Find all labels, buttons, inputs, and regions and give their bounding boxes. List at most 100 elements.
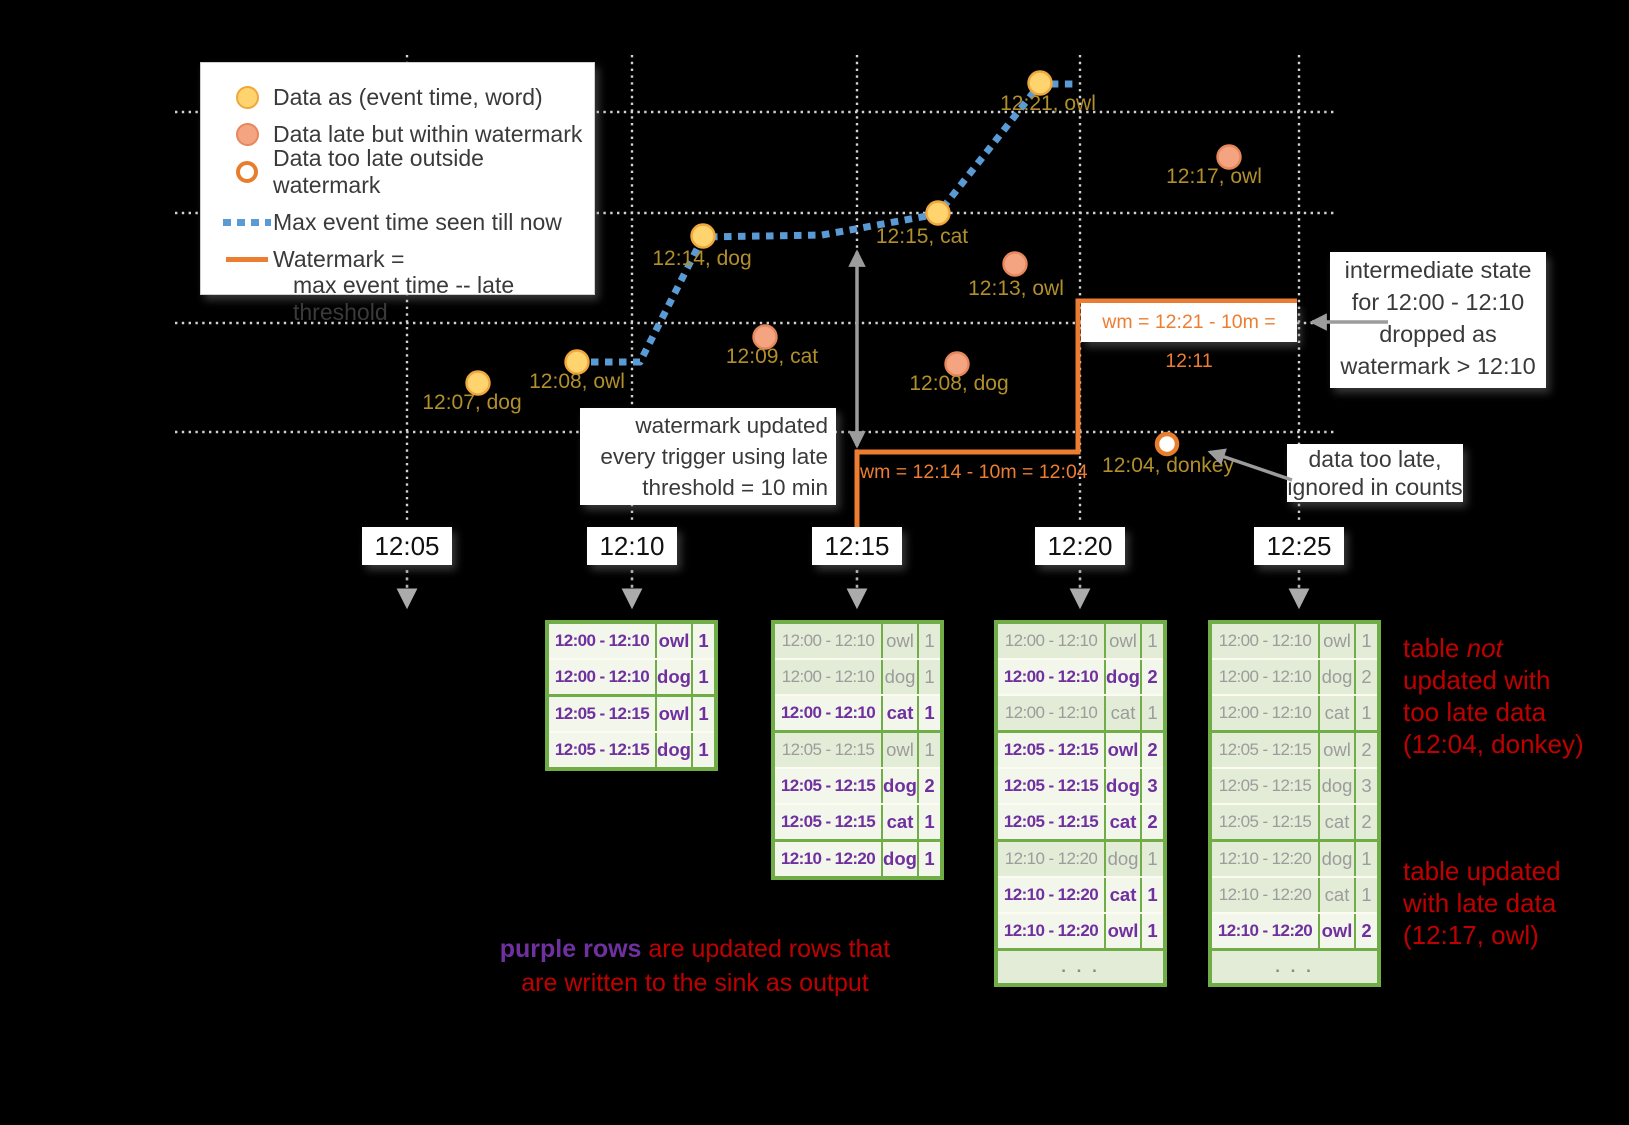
table-row: 12:05 - 12:15 owl 1 <box>775 730 940 767</box>
table-row: 12:00 - 12:10 owl 1 <box>998 624 1163 658</box>
window-cell: 12:00 - 12:10 <box>775 624 881 658</box>
count-cell: 3 <box>1354 769 1377 803</box>
data-point-label: 12:17, owl <box>1166 165 1262 188</box>
count-cell: 2 <box>1354 805 1377 839</box>
window-cell: 12:00 - 12:10 <box>549 624 655 658</box>
count-cell: 1 <box>1140 842 1163 876</box>
legend-item: Data late but within watermark <box>221 116 594 153</box>
legend-item: Data too late outside watermark <box>221 145 594 198</box>
table-row: 12:10 - 12:20 owl 1 <box>998 912 1163 948</box>
table-row: 12:10 - 12:20 cat 1 <box>1212 876 1377 912</box>
window-cell: 12:10 - 12:20 <box>998 842 1104 876</box>
data-point-dog <box>690 223 716 249</box>
word-cell: cat <box>1104 805 1140 839</box>
count-cell: 3 <box>1140 769 1163 803</box>
count-cell: 1 <box>917 696 940 730</box>
window-cell: 12:10 - 12:20 <box>998 914 1104 948</box>
window-cell: 12:05 - 12:15 <box>775 805 881 839</box>
table-ellipsis-row: . . . <box>998 948 1163 983</box>
table-row: 12:05 - 12:15 cat 2 <box>1212 803 1377 839</box>
table-updated-note: table updated with late data (12:17, owl… <box>1403 856 1561 950</box>
window-cell: 12:05 - 12:15 <box>1212 733 1318 767</box>
word-cell: owl <box>1104 624 1140 658</box>
count-cell: 2 <box>917 769 940 803</box>
legend-label-continued: max event time -- late threshold <box>293 272 515 325</box>
data-point-label: 12:07, dog <box>422 391 521 414</box>
window-cell: 12:05 - 12:15 <box>998 805 1104 839</box>
word-cell: owl <box>881 733 917 767</box>
table-row: 12:05 - 12:15 dog 3 <box>998 767 1163 803</box>
watermark-value-label-boxed: wm = 12:21 - 10m = 12:11 <box>1081 303 1297 372</box>
data-point-label: 12:14, dog <box>652 247 751 270</box>
word-cell: dog <box>1104 660 1140 694</box>
window-cell: 12:05 - 12:15 <box>775 769 881 803</box>
data-point-dog <box>944 351 970 377</box>
count-cell: 2 <box>1354 660 1377 694</box>
table-row: 12:05 - 12:15 owl 2 <box>998 730 1163 767</box>
count-cell: 1 <box>1140 914 1163 948</box>
count-cell: 1 <box>691 660 714 694</box>
table-row: 12:05 - 12:15 dog 1 <box>549 731 714 767</box>
intermediate-state-note: intermediate state for 12:00 - 12:10 dro… <box>1330 252 1546 388</box>
window-cell: 12:05 - 12:15 <box>998 733 1104 767</box>
word-cell: owl <box>1318 624 1354 658</box>
table-row: 12:00 - 12:10 owl 1 <box>775 624 940 658</box>
count-cell: 1 <box>1140 878 1163 912</box>
word-cell: cat <box>881 805 917 839</box>
table-row: 12:00 - 12:10 cat 1 <box>1212 694 1377 730</box>
watermark-value-label: wm = 12:14 - 10m = 12:04 <box>860 461 1088 483</box>
window-cell: 12:10 - 12:20 <box>1212 878 1318 912</box>
ontime-dot-icon <box>221 86 273 109</box>
window-cell: 12:00 - 12:10 <box>998 660 1104 694</box>
trigger-time-label: 12:05 <box>362 527 452 565</box>
window-cell: 12:00 - 12:10 <box>775 696 881 730</box>
legend-item: Max event time seen till now <box>221 204 594 241</box>
data-point-donkey <box>1154 431 1180 457</box>
data-too-late-note: data too late, ignored in counts <box>1287 444 1463 502</box>
legend-label: Data as (event time, word) <box>273 84 543 110</box>
data-point-owl <box>1002 251 1028 277</box>
window-cell: 12:10 - 12:20 <box>775 842 881 876</box>
count-cell: 1 <box>917 842 940 876</box>
window-cell: 12:00 - 12:10 <box>1212 660 1318 694</box>
word-cell: dog <box>1318 660 1354 694</box>
data-point-label: 12:08, owl <box>529 370 625 393</box>
count-cell: 1 <box>1354 624 1377 658</box>
word-cell: owl <box>655 624 691 658</box>
word-cell: cat <box>1104 696 1140 730</box>
result-table-12:10: 12:00 - 12:10 owl 1 12:00 - 12:10 dog 1 12:05 … <box>545 620 718 771</box>
legend-label: Data late but within watermark <box>273 121 583 147</box>
data-point-dog <box>465 370 491 396</box>
word-cell: dog <box>881 660 917 694</box>
table-row: 12:00 - 12:10 cat 1 <box>998 694 1163 730</box>
trigger-time-label: 12:25 <box>1254 527 1344 565</box>
table-row: 12:00 - 12:10 dog 2 <box>1212 658 1377 694</box>
table-row: 12:05 - 12:15 dog 3 <box>1212 767 1377 803</box>
word-cell: dog <box>655 733 691 767</box>
data-point-label: 12:08, dog <box>909 372 1008 395</box>
result-table-12:25: 12:00 - 12:10 owl 1 12:00 - 12:10 dog 2 12:00 … <box>1208 620 1381 987</box>
data-point-label: 12:21, owl <box>1000 92 1096 115</box>
legend-item: Watermark = <box>221 241 594 278</box>
table-row: 12:05 - 12:15 cat 1 <box>775 803 940 839</box>
trigger-time-label: 12:10 <box>587 527 677 565</box>
table-row: 12:10 - 12:20 dog 1 <box>775 839 940 876</box>
word-cell: owl <box>1318 914 1354 948</box>
table-row: 12:00 - 12:10 dog 2 <box>998 658 1163 694</box>
legend-label: Watermark = <box>273 246 405 272</box>
table-row: 12:10 - 12:20 dog 1 <box>1212 839 1377 876</box>
word-cell: dog <box>1104 842 1140 876</box>
count-cell: 2 <box>1140 805 1163 839</box>
table-row: 12:00 - 12:10 owl 1 <box>549 624 714 658</box>
word-cell: owl <box>1318 733 1354 767</box>
purple-rows-note: purple rows are updated rows that are wr… <box>440 898 950 1000</box>
data-point-label: 12:15, cat <box>876 225 968 248</box>
count-cell: 1 <box>691 624 714 658</box>
result-table-12:15: 12:00 - 12:10 owl 1 12:00 - 12:10 dog 1 12:00 … <box>771 620 944 880</box>
note-text-italic: not <box>1466 633 1503 663</box>
data-point-owl <box>1216 144 1242 170</box>
table-row: 12:00 - 12:10 cat 1 <box>775 694 940 730</box>
count-cell: 1 <box>691 733 714 767</box>
